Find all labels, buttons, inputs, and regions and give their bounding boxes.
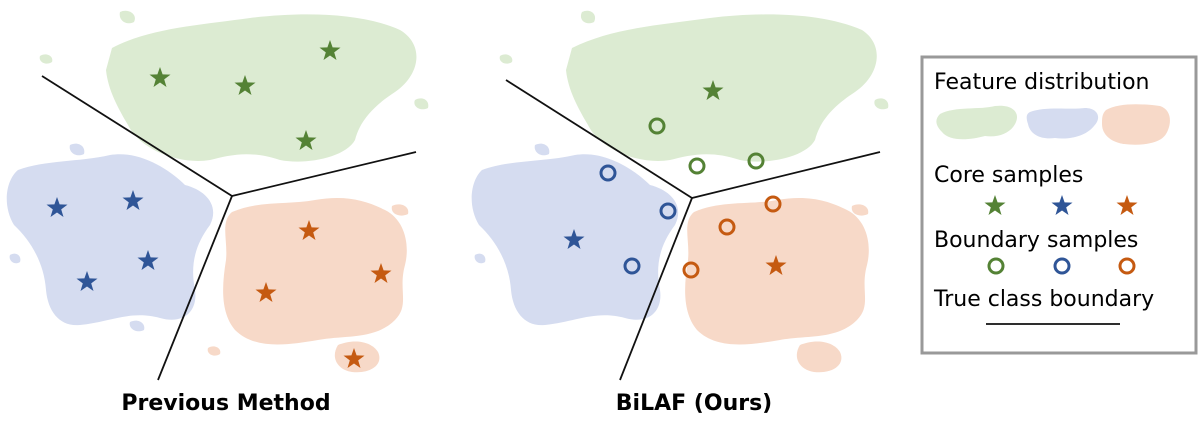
legend-core-samples-label: Core samples [934,163,1083,188]
panel-caption: Previous Method [121,391,330,416]
orange-feature-fragment [391,204,409,216]
green-feature-region [106,14,417,162]
orange-feature-fragment [796,341,842,373]
boundary-sample-ring [682,261,700,279]
true-class-boundary-line [505,79,693,199]
legend-orange-region-swatch [1102,104,1170,145]
legend-blue-region-swatch [1026,108,1099,139]
legend-true-class-boundary-label: True class boundary [933,287,1154,312]
boundary-sample-ring [623,257,641,275]
legend-feature-distribution-label: Feature distribution [934,70,1150,95]
orange-feature-fragment [207,346,221,356]
boundary-sample-ring [747,152,765,170]
blue-feature-fragment [9,253,21,264]
legend-orange-boundary-ring [1118,257,1136,275]
legend-boundary-samples-label: Boundary samples [934,228,1138,253]
boundary-sample-ring [648,117,666,135]
legend-green-boundary-ring [987,257,1005,275]
green-feature-fragment [414,98,429,110]
green-feature-fragment [119,10,135,24]
legend-blue-boundary-ring [1053,257,1071,275]
legend-green-region-swatch [936,105,1018,140]
panel-caption: BiLAF (Ours) [616,391,772,416]
orange-feature-region [223,198,407,345]
orange-feature-fragment [851,204,869,216]
blue-feature-region [6,154,214,326]
green-feature-fragment [499,54,513,64]
true-class-boundary-line [41,75,233,197]
panel-bilaf: BiLAF (Ours) [471,10,889,416]
true-class-boundary-line [619,197,693,381]
green-feature-fragment [874,98,889,110]
blue-feature-fragment [69,143,85,156]
panel-previous-method: Previous Method [6,10,429,416]
boundary-sample-ring [764,195,782,213]
legend: Feature distribution Core samples Bounda… [920,55,1198,355]
boundary-sample-ring [718,218,736,236]
boundary-sample-ring [599,164,617,182]
green-feature-fragment [39,54,53,64]
true-class-boundary-line [231,151,417,197]
green-feature-fragment [580,10,596,24]
true-class-boundary-line [157,195,233,381]
blue-feature-fragment [129,320,145,332]
blue-feature-fragment [474,253,486,264]
boundary-sample-ring [659,202,677,220]
blue-feature-fragment [534,143,550,156]
orange-feature-region [685,198,869,345]
true-class-boundary-line [691,151,881,199]
boundary-sample-ring [688,157,706,175]
